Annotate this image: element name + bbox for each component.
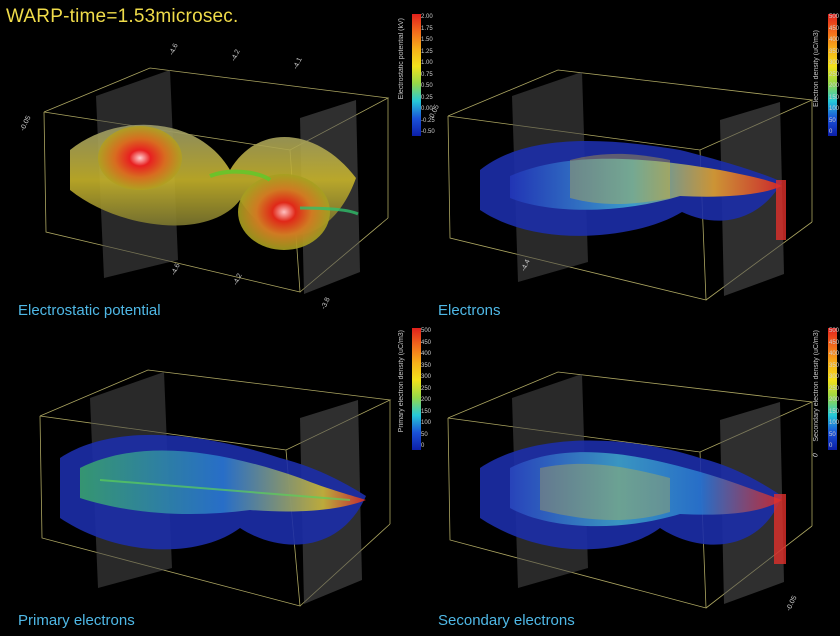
- colorbar-tick: 450: [829, 25, 840, 32]
- caption-secondary-electrons: Secondary electrons: [438, 612, 575, 629]
- electrons-plot: [447, 69, 814, 301]
- colorbar-tick: 350: [421, 362, 432, 369]
- colorbar-tick: 450: [829, 339, 840, 346]
- colorbar-tick: 450: [421, 339, 432, 346]
- colorbar-tick: 400: [829, 37, 840, 43]
- colorbar-tick: 300: [829, 60, 840, 66]
- panel-secondary-electrons: Secondary electron density (uC/m3) Secon…: [420, 318, 840, 636]
- colorbar-tick: 250: [421, 385, 432, 392]
- panel-primary-electrons: Primary electron density (uC/m3) Primary…: [0, 318, 421, 636]
- colorbar-tick: 0.25: [421, 94, 433, 101]
- colorbar-tick: 50: [421, 431, 428, 438]
- colorbar-tick: 350: [829, 362, 840, 369]
- electrostatic-potential-plot: [43, 67, 390, 294]
- colorbar-tick: 350: [829, 48, 840, 55]
- colorbar-tick: 50: [829, 431, 836, 438]
- colorbar-potential-label: Electrostatic potential (kV): [398, 18, 405, 100]
- colorbar-tick: 0.00: [421, 106, 433, 112]
- colorbar-tick: 500: [421, 328, 432, 334]
- colorbar-tick: -0.50: [421, 129, 435, 135]
- colorbar-tick: 500: [829, 328, 840, 334]
- colorbar-potential: [412, 14, 421, 136]
- colorbar-tick: 150: [829, 408, 840, 415]
- colorbar-tick: 0: [829, 129, 833, 135]
- colorbar-tick: 300: [421, 374, 432, 380]
- colorbar-tick: 0: [829, 443, 833, 449]
- panel-electrostatic-potential: Electrostatic potential (kV) Electrostat…: [0, 0, 421, 319]
- caption-electrostatic-potential: Electrostatic potential: [18, 302, 161, 319]
- colorbar-tick: 0.75: [421, 71, 433, 78]
- colorbar-tick: 200: [421, 397, 432, 403]
- colorbar-primary-electrons-label: Primary electron density (uC/m3): [398, 330, 405, 433]
- colorbar-tick: 2.00: [421, 14, 433, 20]
- colorbar-tick: 1.00: [421, 60, 433, 66]
- colorbar-tick: 250: [829, 71, 840, 78]
- colorbar-primary-electrons: [412, 328, 421, 450]
- primary-electrons-plot: [39, 369, 392, 607]
- colorbar-secondary-electrons: [828, 328, 837, 450]
- colorbar-tick: 150: [421, 408, 432, 415]
- colorbar-tick: 300: [829, 374, 840, 380]
- colorbar-electrons-label: Electron density (uC/m3): [813, 30, 820, 108]
- page-title: WARP-time=1.53microsec.: [6, 6, 239, 27]
- caption-primary-electrons: Primary electrons: [18, 612, 135, 629]
- colorbar-tick: 200: [829, 397, 840, 403]
- colorbar-tick: -0.25: [421, 117, 435, 124]
- colorbar-tick: 100: [421, 420, 432, 426]
- secondary-electrons-plot: [447, 371, 814, 609]
- colorbar-tick: 100: [829, 420, 840, 426]
- panel-electrons: Electron density (uC/m3) Electrons: [420, 0, 840, 319]
- colorbar-tick: 250: [829, 385, 840, 392]
- colorbar-tick: 1.25: [421, 48, 433, 55]
- colorbar-tick: 0: [421, 443, 425, 449]
- colorbar-tick: 1.50: [421, 37, 433, 43]
- colorbar-tick: 400: [421, 351, 432, 357]
- colorbar-tick: 500: [829, 14, 840, 20]
- colorbar-tick: 0.50: [421, 83, 433, 89]
- colorbar-electrons: [828, 14, 837, 136]
- colorbar-tick: 50: [829, 117, 836, 124]
- colorbar-tick: 400: [829, 351, 840, 357]
- colorbar-tick: 150: [829, 94, 840, 101]
- colorbar-secondary-electrons-label: Secondary electron density (uC/m3): [813, 330, 820, 442]
- colorbar-tick: 1.75: [421, 25, 433, 32]
- colorbar-tick: 200: [829, 83, 840, 89]
- caption-electrons: Electrons: [438, 302, 501, 319]
- colorbar-tick: 100: [829, 106, 840, 112]
